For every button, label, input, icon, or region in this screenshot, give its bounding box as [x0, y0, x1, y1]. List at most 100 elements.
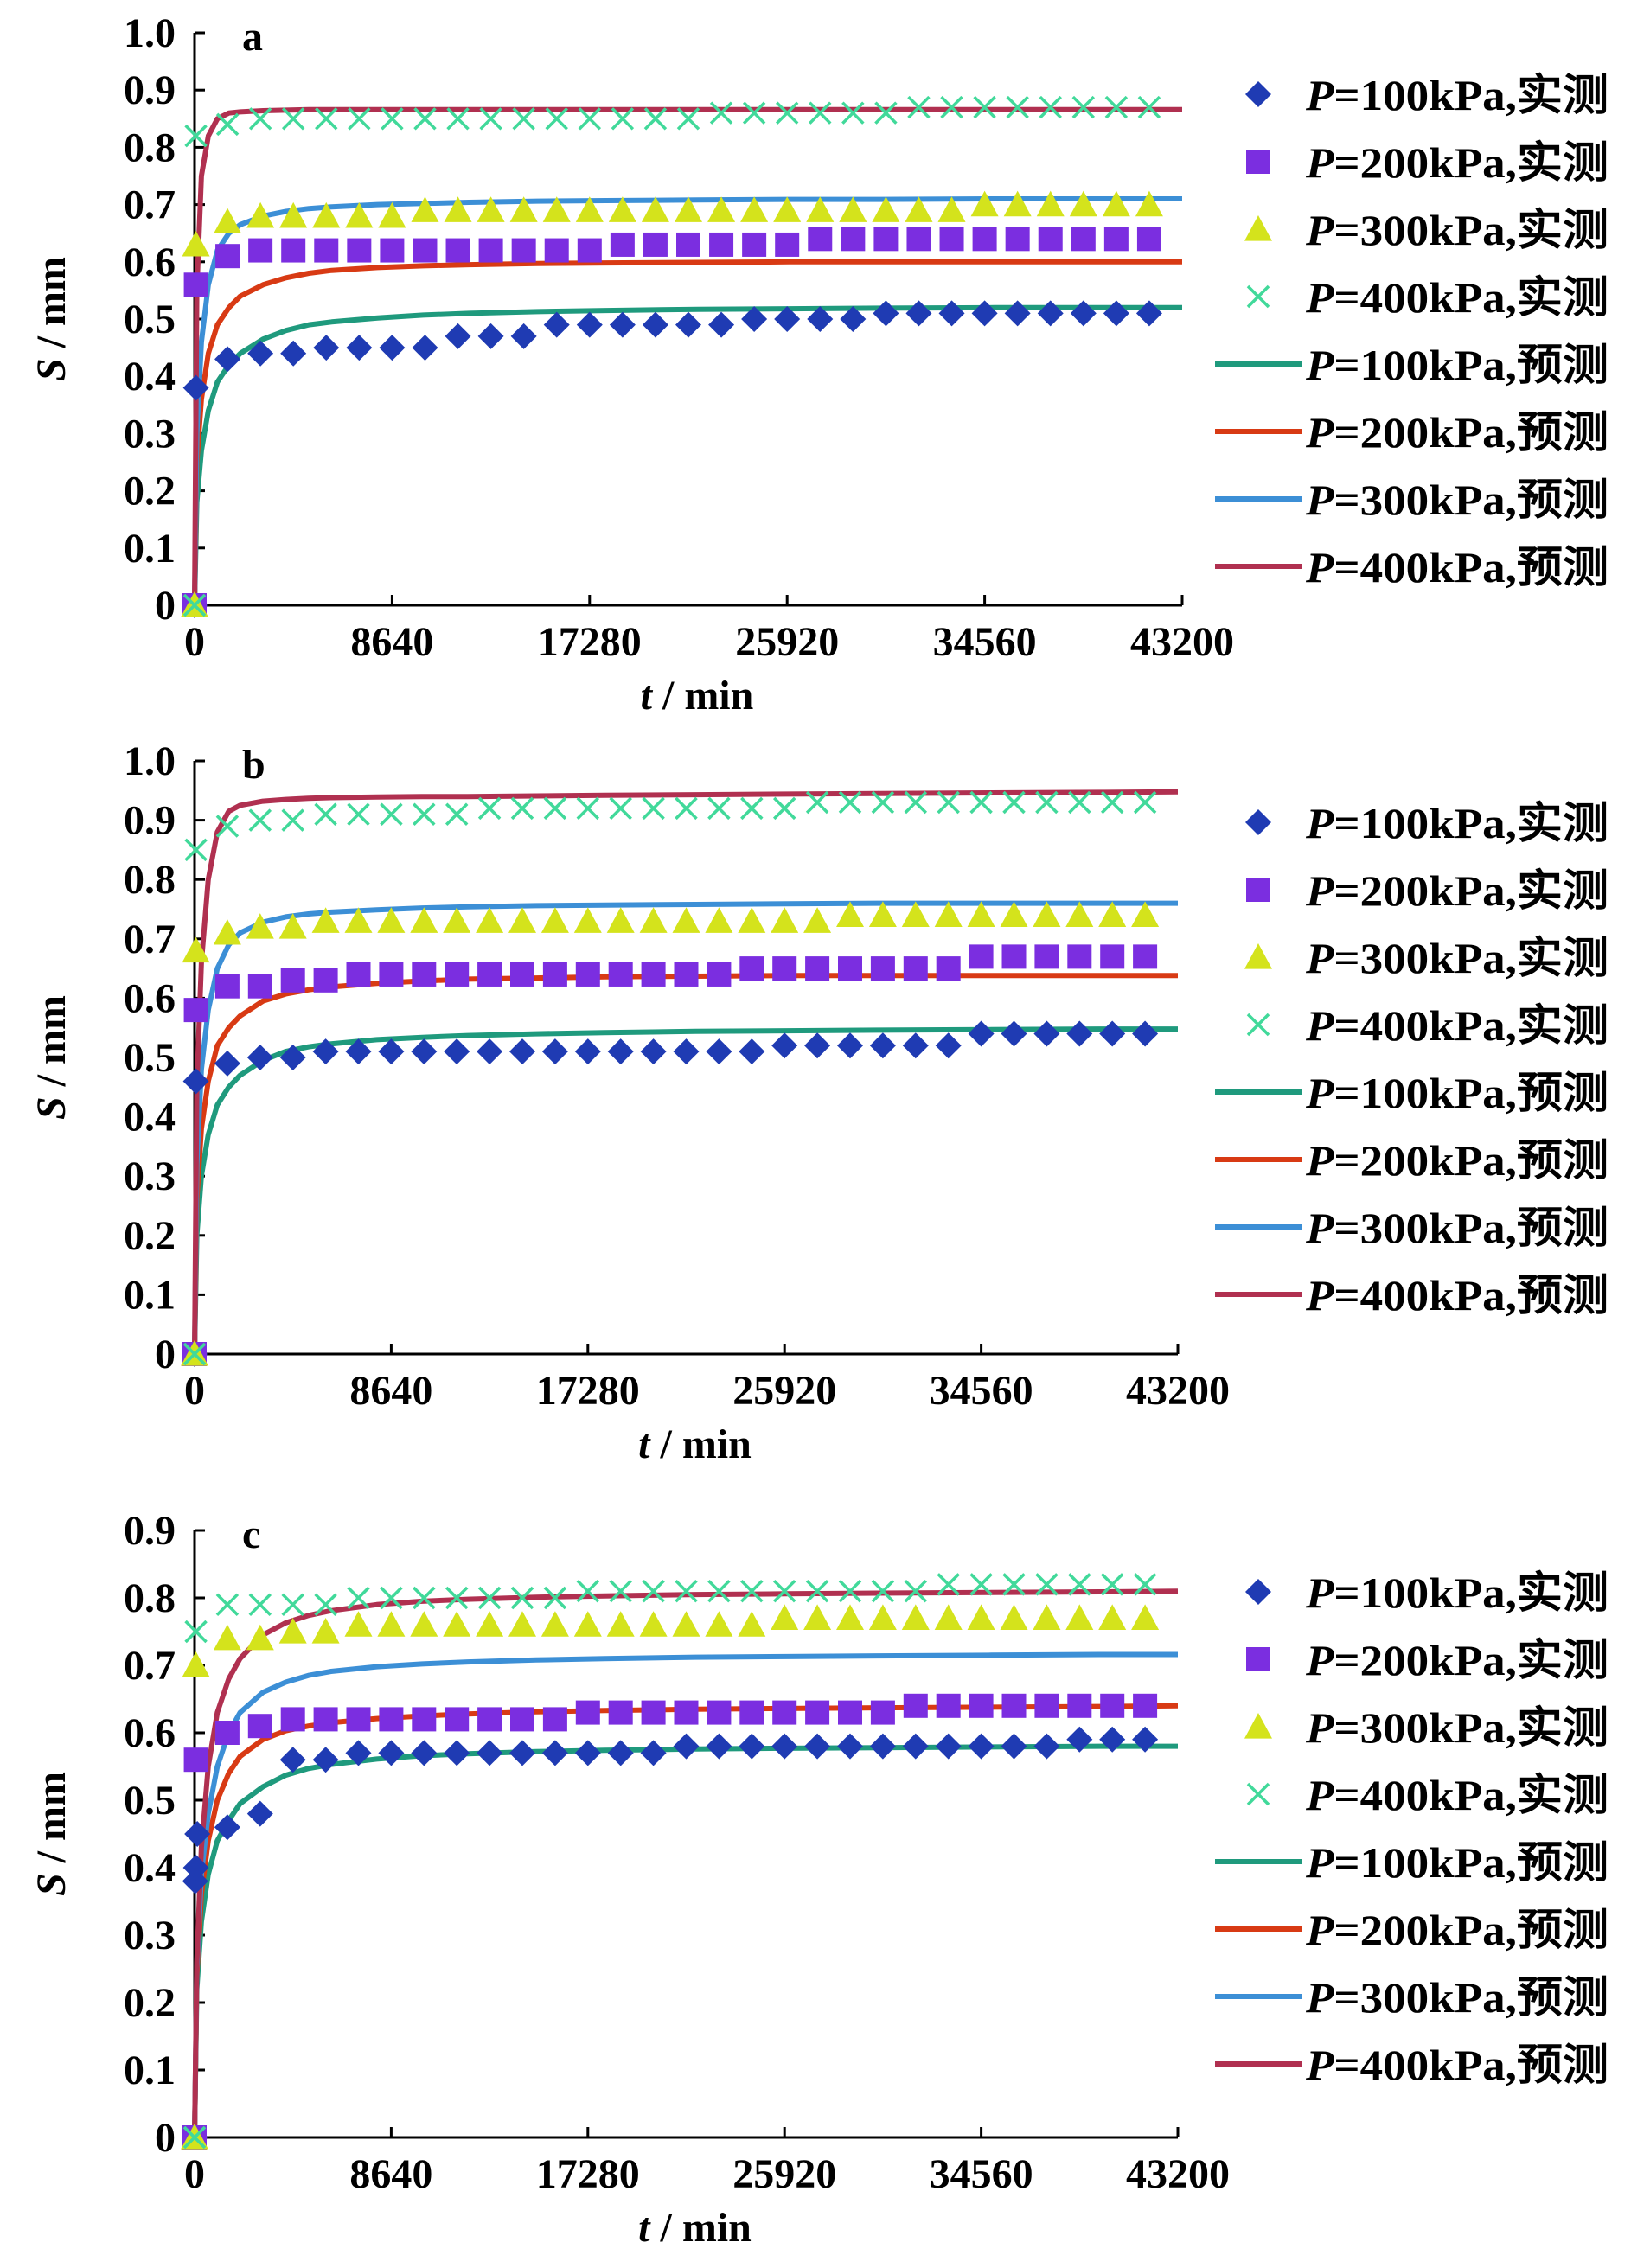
data-point — [1135, 300, 1162, 327]
y-tick-label: 0.2 — [124, 1980, 176, 2026]
data-point — [348, 107, 371, 131]
data-point — [281, 238, 306, 263]
data-point — [874, 101, 898, 125]
data-point — [576, 311, 603, 338]
data-point — [444, 1740, 470, 1766]
data-point — [477, 1707, 502, 1732]
data-point — [936, 956, 961, 981]
legend-item: P=100kPa,实测 — [1245, 71, 1609, 119]
data-point — [804, 1032, 831, 1059]
data-point — [1136, 227, 1161, 252]
series-line-p300kPa-predicted — [192, 900, 1178, 1355]
data-point — [246, 201, 275, 228]
data-point — [573, 907, 602, 933]
data-point — [312, 1747, 339, 1773]
data-point — [934, 901, 963, 927]
data-point — [214, 1050, 240, 1077]
data-point — [575, 196, 604, 222]
data-point — [379, 962, 404, 987]
data-point — [608, 962, 633, 987]
data-point — [707, 962, 732, 987]
data-point — [1037, 300, 1064, 327]
data-point — [674, 962, 699, 987]
legend-label: P=200kPa,预测 — [1305, 1906, 1609, 1954]
data-point — [1131, 901, 1160, 927]
data-point — [640, 1038, 667, 1065]
data-point — [968, 1020, 995, 1047]
data-point — [246, 913, 274, 939]
data-point — [248, 107, 272, 131]
data-point — [478, 238, 503, 263]
y-tick-label: 0.9 — [124, 1508, 176, 1554]
data-point — [937, 790, 960, 815]
series-line-p400kPa-predicted — [192, 1588, 1179, 2138]
data-point — [1100, 944, 1125, 969]
y-tick-label: 0.8 — [124, 1575, 176, 1621]
data-point — [970, 190, 999, 217]
data-point — [1067, 944, 1092, 969]
legend-item: P=200kPa,实测 — [1246, 138, 1609, 187]
data-point — [739, 1038, 765, 1065]
data-point — [380, 238, 405, 263]
data-point — [542, 962, 567, 987]
series-points-p300kPa-measured — [181, 190, 1163, 617]
legend-label: P=100kPa,预测 — [1305, 341, 1609, 389]
x-tick-label: 17280 — [538, 619, 642, 665]
data-point — [413, 1586, 436, 1610]
data-point — [640, 1740, 667, 1766]
legend-item: P=400kPa,实测 — [1246, 1771, 1609, 1819]
data-point — [1131, 1604, 1160, 1630]
series-line-p100kPa-predicted — [192, 304, 1182, 606]
data-point — [543, 1586, 567, 1610]
data-point — [347, 1586, 370, 1610]
data-point — [901, 901, 930, 927]
data-point — [246, 1045, 273, 1070]
data-point — [443, 907, 471, 933]
legend-label: P=300kPa,预测 — [1305, 476, 1609, 524]
y-tick-label: 0.3 — [124, 1913, 176, 1958]
data-point — [807, 306, 834, 332]
data-point — [840, 306, 867, 332]
data-point — [411, 196, 439, 222]
data-point — [477, 796, 502, 821]
data-point — [870, 1700, 895, 1725]
data-point — [838, 790, 862, 815]
data-point — [312, 1038, 339, 1065]
data-point — [477, 196, 505, 222]
y-tick-label: 0 — [155, 2115, 176, 2161]
y-tick-label: 0.6 — [124, 240, 176, 285]
data-point — [674, 1700, 699, 1725]
data-point — [1132, 1726, 1159, 1753]
data-point — [445, 1586, 469, 1610]
series-points-p400kPa-measured — [182, 790, 1157, 1366]
data-point — [445, 1707, 470, 1732]
data-point — [344, 1611, 373, 1637]
data-point — [705, 1611, 733, 1637]
data-point — [675, 196, 702, 222]
data-point — [214, 1814, 240, 1841]
y-tick-label: 0.4 — [124, 1845, 176, 1891]
series-points-p200kPa-measured — [182, 227, 1161, 617]
data-point — [182, 1342, 207, 1366]
legend-item: P=300kPa,预测 — [1215, 1973, 1609, 2022]
data-point — [673, 1733, 700, 1760]
data-point — [381, 107, 404, 131]
data-point — [904, 1579, 928, 1603]
y-tick-label: 0.7 — [124, 182, 176, 228]
data-point — [806, 196, 835, 222]
series-line-p400kPa-predicted — [192, 106, 1182, 606]
y-tick-label: 0.2 — [124, 1213, 176, 1259]
legend-label: P=300kPa,实测 — [1305, 934, 1609, 982]
legend-item: P=300kPa,预测 — [1215, 1204, 1609, 1252]
data-point — [709, 101, 733, 125]
data-point — [774, 306, 801, 332]
chart-panel-a: 0 0.1 0.2 0.3 0.4 0.5 0.6 0.7 0.8 0.9 1.0 0 8640 1728… — [29, 10, 1609, 719]
legend-symbol — [1245, 1579, 1271, 1605]
data-point — [477, 1586, 502, 1610]
data-point — [182, 936, 210, 963]
data-point — [805, 1579, 829, 1603]
data-point — [247, 974, 272, 999]
data-point — [476, 1611, 504, 1637]
data-point — [772, 1700, 797, 1725]
data-point — [868, 1604, 897, 1630]
